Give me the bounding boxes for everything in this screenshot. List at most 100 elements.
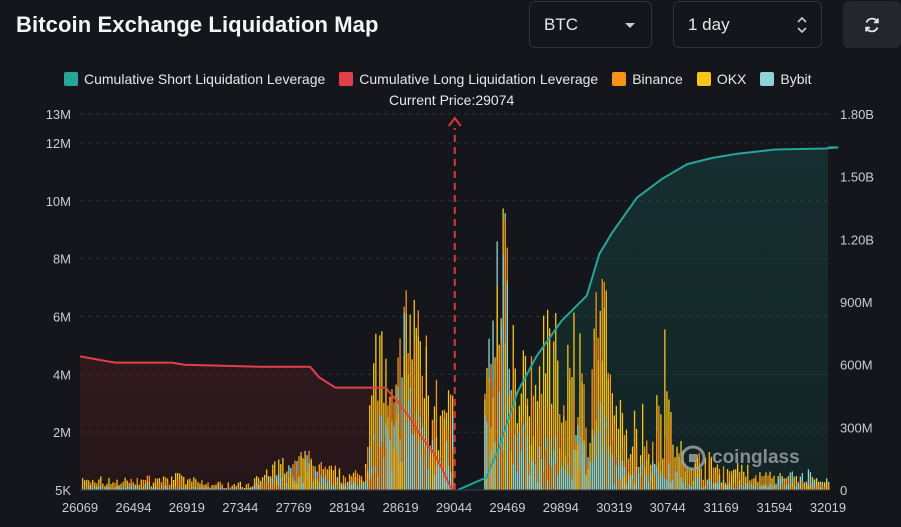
bar-binance [219,481,221,490]
bar-binance [686,485,688,490]
bar-bybit [777,478,779,490]
bar-bybit [211,488,213,490]
bar-okx [543,315,545,490]
bar-binance [763,475,765,490]
legend-item-long[interactable]: Cumulative Long Liquidation Leverage [339,71,598,87]
bar-bybit [597,430,599,490]
bar-okx [431,453,434,490]
bar-bybit [573,449,575,490]
bar-binance [821,486,824,490]
bar-bybit [164,485,167,490]
bar-bybit [625,483,628,490]
bar-bybit [342,484,345,490]
bar-okx [680,441,682,490]
bar-okx [690,468,692,490]
bar-bybit [239,488,241,490]
bar-bybit [678,487,680,490]
bar-bybit [603,414,605,490]
bar-bybit [302,482,304,490]
refresh-button[interactable] [843,1,901,48]
bar-binance [166,481,169,490]
bar-bybit [484,414,486,490]
bar-binance [381,441,383,490]
bar-bybit [387,428,389,490]
bar-binance [824,487,826,490]
bar-binance [551,467,553,490]
y-axis-right: 0 300M 600M 900M 1.20B 1.50B 1.80B [840,107,874,498]
range-select[interactable]: 1 day [673,1,822,48]
bar-binance [795,482,797,490]
bar-binance [427,416,429,490]
bar-okx [201,484,203,490]
bar-okx [357,485,359,490]
bar-binance [207,482,209,490]
bar-binance [656,430,658,490]
bar-bybit [445,440,448,490]
bar-binance [605,426,607,490]
bar-bybit [656,466,658,490]
bar-binance [399,338,401,490]
bar-bybit [528,475,531,490]
bar-binance [623,435,626,490]
legend-item-short[interactable]: Cumulative Short Liquidation Leverage [64,71,325,87]
bar-okx [403,356,405,490]
bar-bybit [344,487,347,490]
legend-item-bybit[interactable]: Bybit [760,71,812,87]
bar-bybit [191,488,193,490]
bar-bybit [94,485,96,490]
bar-okx [551,403,553,490]
bar-bybit [330,485,332,490]
bar-bybit [132,487,134,490]
bar-bybit [601,450,603,490]
long-liquidation-area [80,356,454,490]
bar-okx [367,470,369,490]
bar-okx [185,484,187,490]
bar-okx [338,469,341,490]
bar-bybit [629,475,632,490]
bar-binance [294,460,296,490]
legend-label: Bybit [780,71,812,87]
bar-okx [765,472,767,490]
bar-okx [710,458,712,490]
bar-binance [136,478,138,490]
bar-bybit [599,402,601,490]
bar-okx [175,473,177,490]
bar-okx [205,485,207,490]
bar-bybit [328,478,330,490]
bar-bybit [354,483,357,490]
bar-binance [536,427,539,490]
bar-okx [391,421,393,490]
bar-okx [567,344,569,490]
y-right-tick-label: 300M [840,420,873,435]
coinglass-logo-icon [680,445,706,471]
bar-okx [577,443,579,490]
bar-bybit [569,473,571,490]
legend-item-okx[interactable]: OKX [696,71,746,87]
bar-okx [100,476,102,490]
bar-bybit [96,487,98,490]
bar-bybit [318,481,320,490]
bar-okx [799,484,801,490]
bar-okx [191,483,193,490]
symbol-select[interactable]: BTC [529,1,652,48]
bar-bybit [437,463,440,490]
bar-binance [435,379,438,490]
bar-bybit [532,460,535,490]
bar-binance [775,487,777,490]
bar-okx [397,414,399,490]
bar-binance [215,488,217,490]
y-right-tick-label: 1.20B [840,232,874,247]
bar-binance [585,427,587,490]
bar-binance [633,426,636,490]
bar-okx [615,405,617,490]
bar-bybit [213,488,215,490]
y-right-tick-label: 1.50B [840,170,874,185]
bar-bybit [700,487,702,490]
legend-item-binance[interactable]: Binance [612,71,683,87]
bar-bybit [217,487,219,490]
bar-bybit [518,432,520,490]
bar-okx [605,290,607,490]
bar-bybit [205,488,207,490]
bar-bybit [563,461,565,490]
